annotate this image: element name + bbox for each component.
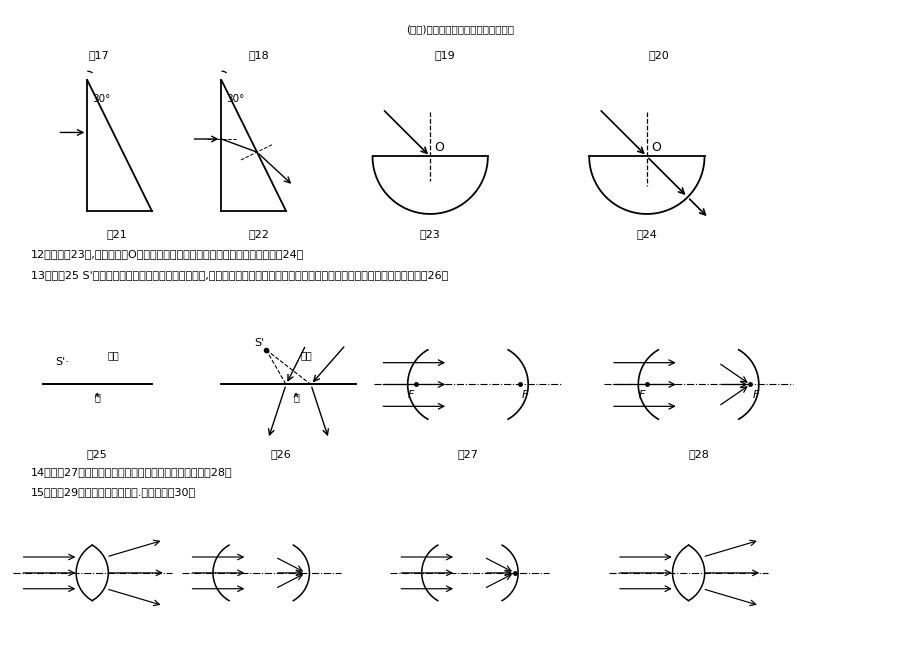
Text: 水: 水 [94,393,100,402]
Text: 图19: 图19 [435,50,455,61]
Text: 12．请在图23中,画出光线从O点（球心）射入玻璃砖的完整光路图。（答案如图24）: 12．请在图23中,画出光线从O点（球心）射入玻璃砖的完整光路图。（答案如图24… [30,249,303,258]
Text: 图18: 图18 [248,50,269,61]
Text: 13．如图25 S'是潜水员在水中看到的岸上的灯的虚像,请你画出由空气射入水中的折射光线和入射光线的大致的位置。（答案如图26）: 13．如图25 S'是潜水员在水中看到的岸上的灯的虚像,请你画出由空气射入水中的… [30,270,448,281]
Text: 空气: 空气 [107,350,119,360]
Text: 图25: 图25 [86,449,108,459]
Text: F: F [407,391,414,400]
Text: 图23: 图23 [419,229,440,239]
Text: F: F [752,391,758,400]
Text: 图21: 图21 [107,229,128,239]
Text: 空气: 空气 [301,350,312,360]
Text: O: O [434,141,444,154]
Text: 图20: 图20 [648,50,668,61]
Text: S': S' [254,338,264,348]
Text: 图27: 图27 [457,449,478,459]
Text: 图17: 图17 [89,50,109,61]
Text: 30°: 30° [226,94,244,104]
Text: 图24: 图24 [636,229,656,239]
Text: F: F [638,391,644,400]
Text: (完整)中考物理真题光学作图题及答案: (完整)中考物理真题光学作图题及答案 [405,25,514,35]
Text: 水: 水 [293,393,299,402]
Text: 14．在图27中画出光经凸透镜折射后的径迹。（答案如图28）: 14．在图27中画出光经凸透镜折射后的径迹。（答案如图28） [30,467,232,477]
Text: 图26: 图26 [270,449,291,459]
Text: S'·: S'· [55,357,69,367]
Text: 图28: 图28 [687,449,709,459]
Text: 图22: 图22 [248,229,269,239]
Text: 15．将图29中的光路图补充完整.（答案如图30）: 15．将图29中的光路图补充完整.（答案如图30） [30,486,196,497]
Text: 30°: 30° [92,94,110,104]
Text: F: F [521,391,528,400]
Text: O: O [650,141,660,154]
